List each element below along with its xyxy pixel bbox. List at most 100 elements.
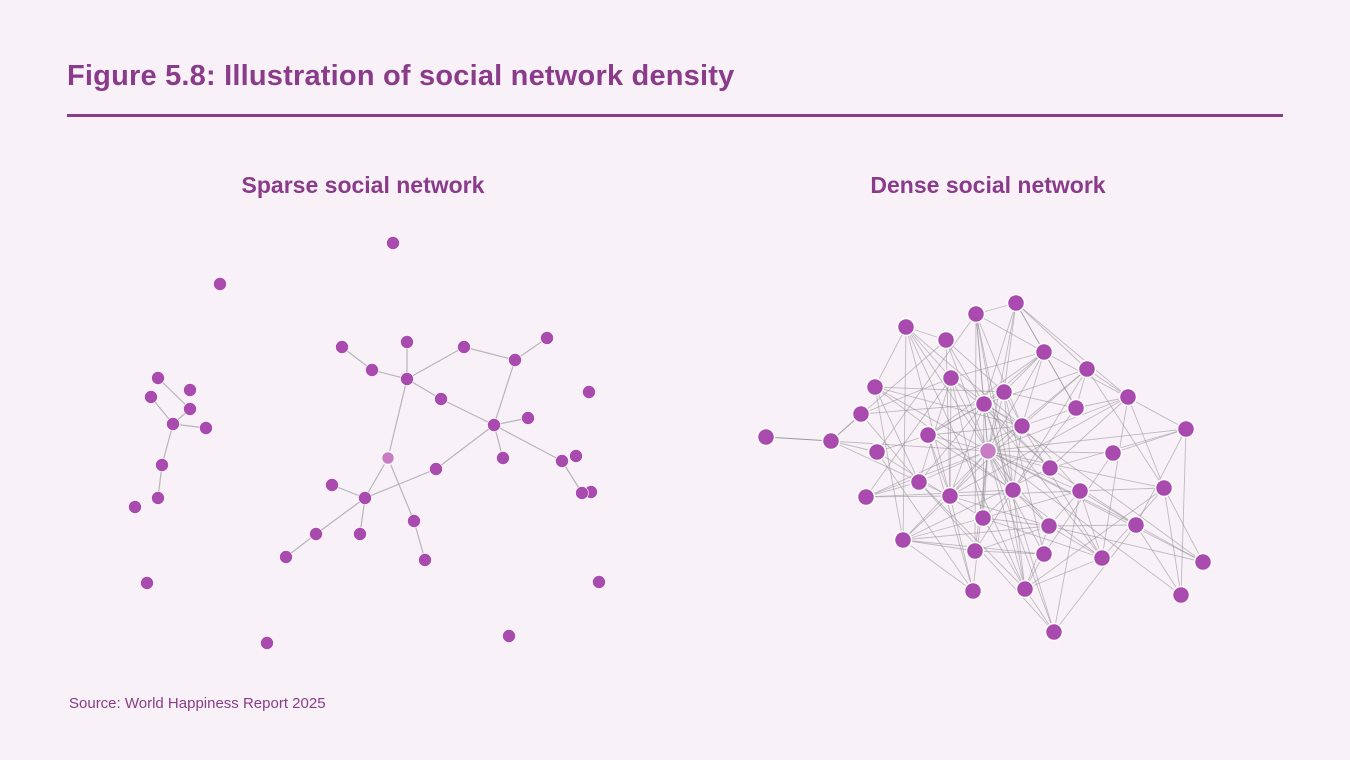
network-edge: [1003, 351, 1045, 393]
figure-title: Figure 5.8: Illustration of social netwo…: [67, 60, 735, 92]
network-node: [260, 636, 274, 650]
network-edge: [987, 428, 1187, 452]
network-node: [155, 458, 169, 472]
network-edge: [949, 377, 952, 497]
network-edge: [1048, 525, 1103, 559]
network-edge: [987, 450, 1081, 492]
network-edge: [830, 440, 989, 452]
network-edge: [983, 351, 1045, 405]
network-edge: [918, 481, 1026, 590]
network-node: [144, 390, 158, 404]
network-edge: [927, 434, 951, 497]
network-edge: [902, 525, 1050, 541]
network-edge: [902, 539, 974, 592]
network-edge: [974, 313, 977, 552]
network-edge: [440, 398, 495, 426]
network-edge: [1003, 391, 1014, 491]
network-node: [400, 372, 414, 386]
network-edge: [983, 302, 1017, 405]
network-edge: [927, 434, 974, 592]
network-node: [128, 500, 142, 514]
network-edge: [493, 359, 516, 426]
network-edge: [949, 450, 989, 497]
network-edge: [1049, 396, 1129, 469]
network-node: [966, 304, 986, 324]
network-node: [963, 581, 983, 601]
network-node: [540, 331, 554, 345]
network-edge: [1135, 524, 1182, 596]
network-node: [502, 629, 516, 643]
network-edge: [765, 436, 832, 442]
network-edge: [1163, 487, 1204, 563]
network-edge: [874, 386, 1023, 427]
network-node: [508, 353, 522, 367]
network-edge: [406, 346, 465, 380]
network-node: [1103, 443, 1123, 463]
network-edge: [876, 451, 974, 592]
network-edge: [876, 313, 977, 453]
network-edge: [983, 403, 1103, 559]
network-edge: [987, 450, 1204, 563]
network-node: [1126, 515, 1146, 535]
network-node: [909, 472, 929, 492]
network-edge: [982, 517, 1026, 590]
network-edge: [860, 403, 985, 415]
sparse-network: [128, 236, 606, 650]
network-node: [1171, 585, 1191, 605]
focal-node: [978, 441, 998, 461]
network-edge: [902, 539, 976, 552]
network-edge: [950, 351, 1045, 379]
network-node: [407, 514, 421, 528]
network-edge: [902, 326, 907, 541]
network-edge: [949, 495, 974, 592]
network-node: [1039, 516, 1059, 536]
network-node: [856, 487, 876, 507]
network-edge: [945, 339, 951, 497]
network-edge: [1024, 557, 1103, 590]
network-edge: [987, 450, 1055, 633]
network-edge: [1048, 524, 1137, 527]
network-edge: [1012, 425, 1023, 491]
network-node: [151, 371, 165, 385]
network-node: [151, 491, 165, 505]
network-edge: [865, 489, 1014, 498]
network-edge: [1021, 407, 1077, 427]
network-edge: [987, 396, 1129, 452]
network-edge: [987, 391, 1005, 452]
network-edge: [945, 339, 985, 405]
network-node: [756, 427, 776, 447]
network-edge: [1043, 351, 1187, 430]
network-node: [429, 462, 443, 476]
network-edge: [865, 425, 1023, 498]
network-edge: [983, 403, 1051, 469]
network-node: [1012, 416, 1032, 436]
sparse-network-label: Sparse social network: [241, 172, 485, 198]
network-edge: [874, 386, 904, 541]
network-node: [1066, 398, 1086, 418]
network-edge: [1086, 368, 1165, 489]
network-edge: [983, 403, 1055, 633]
network-edge: [463, 346, 516, 361]
network-edge: [905, 326, 1026, 590]
network-node: [418, 553, 432, 567]
focal-node: [380, 450, 396, 466]
network-node: [1003, 480, 1023, 500]
network-node: [1034, 342, 1054, 362]
network-node: [1044, 622, 1064, 642]
network-node: [896, 317, 916, 337]
network-edge: [1135, 524, 1204, 563]
network-node: [582, 385, 596, 399]
network-node: [936, 330, 956, 350]
network-edge: [905, 326, 952, 379]
network-edge: [315, 497, 366, 535]
network-edge: [876, 451, 984, 519]
network-node: [166, 417, 180, 431]
network-edge: [950, 377, 989, 452]
network-node: [386, 236, 400, 250]
network-node: [1034, 544, 1054, 564]
network-node: [973, 508, 993, 528]
network-node: [555, 454, 569, 468]
network-edge: [1048, 525, 1204, 563]
network-node: [1006, 293, 1026, 313]
network-edge: [1043, 351, 1077, 409]
